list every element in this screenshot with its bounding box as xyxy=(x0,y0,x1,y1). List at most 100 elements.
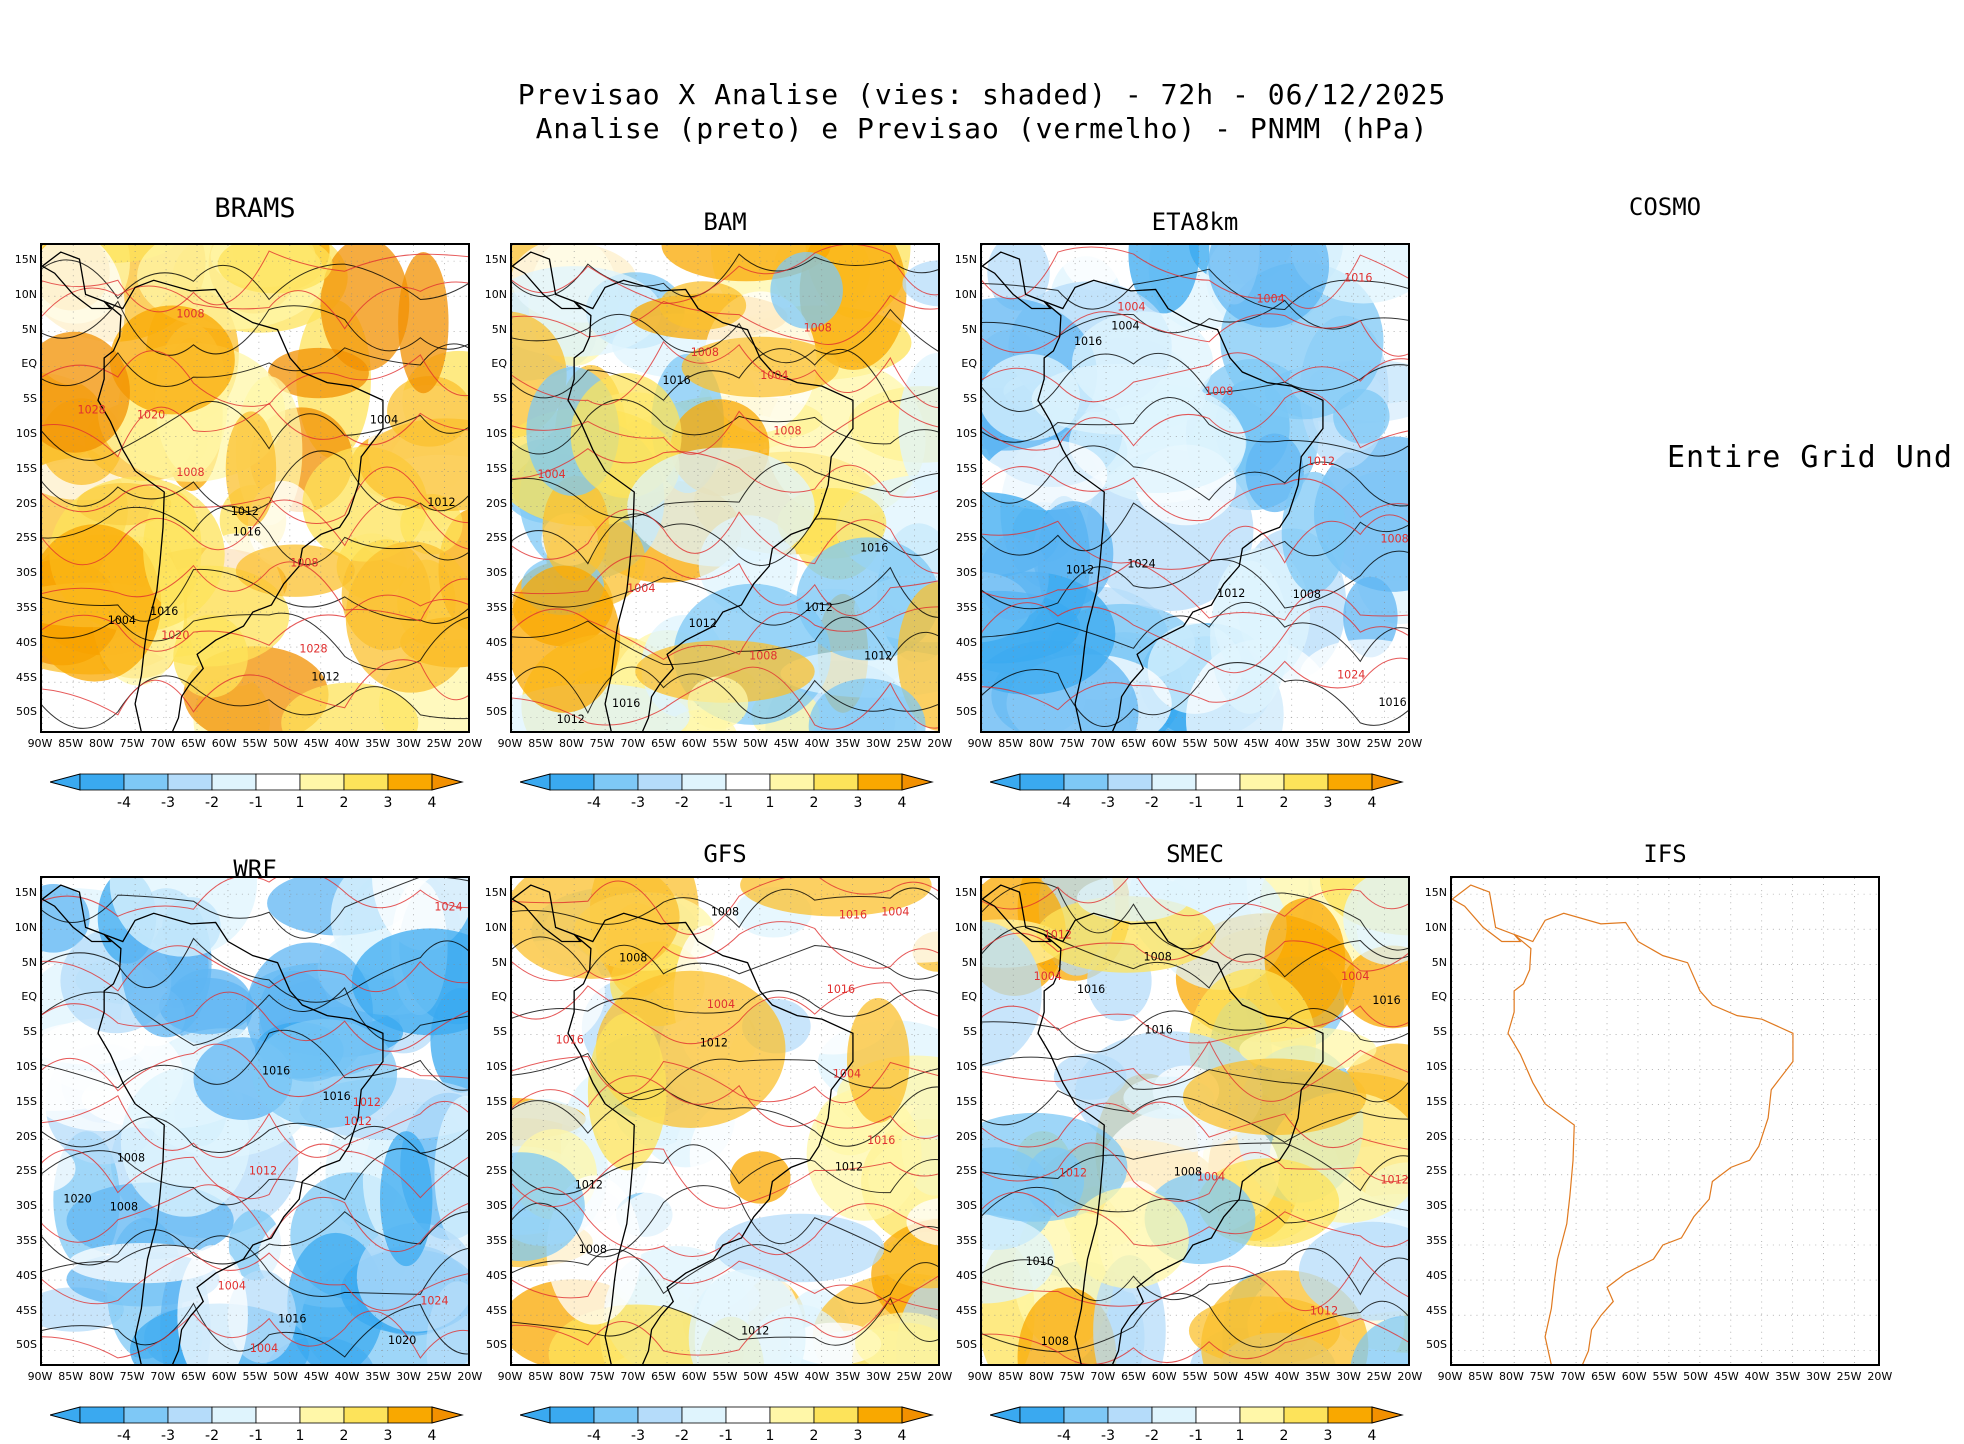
lat-tick-label: 5S xyxy=(23,1025,37,1039)
lat-tick-label: 40S xyxy=(956,635,977,649)
isobar-label: 1020 xyxy=(161,629,189,642)
bias-cell xyxy=(808,678,926,731)
lon-tick-label: 75W xyxy=(589,1370,615,1383)
lon-tick-label: 70W xyxy=(1090,1370,1116,1383)
bias-cell xyxy=(688,1269,806,1364)
colorbar-tick-label: -4 xyxy=(1057,1428,1071,1444)
forecast-isobar xyxy=(982,390,1408,451)
forecast-isobar xyxy=(512,294,938,345)
bias-shading xyxy=(982,245,1408,731)
lon-tick-label: 50W xyxy=(743,1370,769,1383)
forecast-isobar xyxy=(42,991,468,1052)
bias-cell xyxy=(627,447,815,567)
lat-tick-label: 10N xyxy=(954,920,977,934)
lat-tick-label: 10S xyxy=(16,427,37,440)
lat-tick-label: 40S xyxy=(956,1268,977,1282)
lon-tick-label: 40W xyxy=(1744,1370,1770,1383)
analysis-isobar xyxy=(42,986,468,1046)
lat-tick-label: 30S xyxy=(16,1199,37,1213)
lat-tick-label: EQ xyxy=(491,990,507,1004)
isobar-label: 1008 xyxy=(1380,532,1408,545)
bias-cell xyxy=(177,1245,248,1364)
forecast-isobar xyxy=(982,878,1408,917)
isobar-label: 1020 xyxy=(388,1334,416,1347)
lon-tick-label: 30W xyxy=(395,737,421,750)
colorbar-tick-label: 4 xyxy=(427,795,437,811)
isobar-label: 1024 xyxy=(420,1294,448,1307)
colorbar-left-arrow xyxy=(50,1406,81,1424)
colorbar-left-arrow xyxy=(520,1406,551,1424)
lat-tick-label: 10N xyxy=(484,920,507,934)
lon-tick-label: 35W xyxy=(835,1370,861,1383)
analysis-isobar xyxy=(982,352,1408,412)
colorbar-tick-label: -1 xyxy=(249,1428,263,1444)
colorbar-tick-label: 4 xyxy=(1367,795,1377,811)
lat-tick-label: 15S xyxy=(1426,1094,1447,1108)
isobar-label: 1004 xyxy=(760,369,788,382)
lat-tick-label: EQ xyxy=(21,357,37,371)
bias-cell xyxy=(512,878,680,979)
lon-tick-label: 70W xyxy=(1560,1370,1586,1383)
isobar-label: 1020 xyxy=(63,1193,91,1206)
isobar-label: 1016 xyxy=(1378,696,1406,709)
lon-tick-label: 65W xyxy=(1591,1370,1616,1383)
lat-tick-label: 20S xyxy=(956,496,977,510)
bias-cell xyxy=(1077,878,1190,922)
panel-title-gfs: GFS xyxy=(703,840,747,868)
lon-tick-label: 45W xyxy=(1243,1370,1269,1383)
bias-cell xyxy=(281,682,419,731)
lon-tick-label: 35W xyxy=(1775,1370,1801,1383)
colorbar-right-arrow xyxy=(1371,773,1404,791)
lat-tick-label: 30S xyxy=(956,1199,977,1213)
bias-cell xyxy=(42,524,162,682)
south-america-outline xyxy=(567,912,854,1364)
bias-cell xyxy=(434,1095,468,1252)
lon-tick-label: 60W xyxy=(1151,737,1177,750)
lon-tick-label: 50W xyxy=(1683,1370,1709,1383)
analysis-isobar xyxy=(982,397,1408,457)
bias-cell xyxy=(846,997,910,1123)
lat-tick-label: 15S xyxy=(16,1094,37,1108)
colorbar-tick-label: 4 xyxy=(897,795,907,811)
colorbar-segment xyxy=(681,1406,727,1424)
analysis-isobar xyxy=(982,1090,1408,1143)
lat-tick-label: 5N xyxy=(21,322,37,336)
colorbar-segment xyxy=(299,773,345,791)
analysis-isobar xyxy=(512,399,938,455)
colorbar-tick-label: 1 xyxy=(765,795,775,811)
bias-cell xyxy=(687,676,749,729)
lat-tick-label: 5S xyxy=(963,1025,977,1039)
colorbar-tick-label: -2 xyxy=(205,1428,219,1444)
analysis-isobar xyxy=(982,1248,1408,1302)
isobar-label: 1008 xyxy=(1041,1335,1069,1348)
lon-tick-label: 80W xyxy=(88,1370,114,1383)
colorbar-segment xyxy=(637,773,683,791)
colorbar-tick-label: 1 xyxy=(765,1428,775,1444)
lon-tick-label: 75W xyxy=(1529,1370,1555,1383)
colorbar-segment xyxy=(1151,773,1197,791)
colorbar-tick-label: -3 xyxy=(161,795,175,811)
lat-tick-label: 10N xyxy=(14,920,37,934)
lat-tick-label: 5N xyxy=(21,955,37,969)
lat-tick-label: 10N xyxy=(484,287,507,301)
isobar-label: 1004 xyxy=(1111,320,1139,333)
isobar-label: 1016 xyxy=(1074,335,1102,348)
isobar-label: 1004 xyxy=(218,1279,246,1292)
colorbar-tick-label: 2 xyxy=(1279,795,1289,811)
bias-cell xyxy=(681,336,839,398)
forecast-isobar xyxy=(982,311,1408,357)
lat-tick-label: 25S xyxy=(486,531,507,545)
colorbar-tick-label: -1 xyxy=(1189,795,1203,811)
colorbar-segment xyxy=(857,1406,903,1424)
isobar-label: 1016 xyxy=(278,1313,306,1326)
lon-tick-label: 70W xyxy=(620,737,646,750)
lat-tick-label: 45S xyxy=(16,670,37,684)
bias-cell xyxy=(1057,245,1129,291)
analysis-isobar xyxy=(512,616,938,665)
colorbar-segment xyxy=(549,773,595,791)
analysis-isobar xyxy=(982,1055,1408,1103)
chart-title-line2: Analise (preto) e Previsao (vermelho) - … xyxy=(535,112,1429,145)
forecast-isobar xyxy=(982,559,1408,621)
isobar-label: 1016 xyxy=(1344,271,1372,284)
bias-cell xyxy=(982,1214,1055,1304)
